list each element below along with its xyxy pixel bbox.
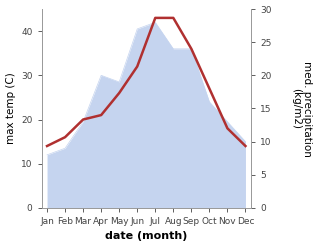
Y-axis label: med. precipitation
(kg/m2): med. precipitation (kg/m2) — [291, 61, 313, 156]
X-axis label: date (month): date (month) — [105, 231, 187, 242]
Y-axis label: max temp (C): max temp (C) — [5, 73, 16, 144]
